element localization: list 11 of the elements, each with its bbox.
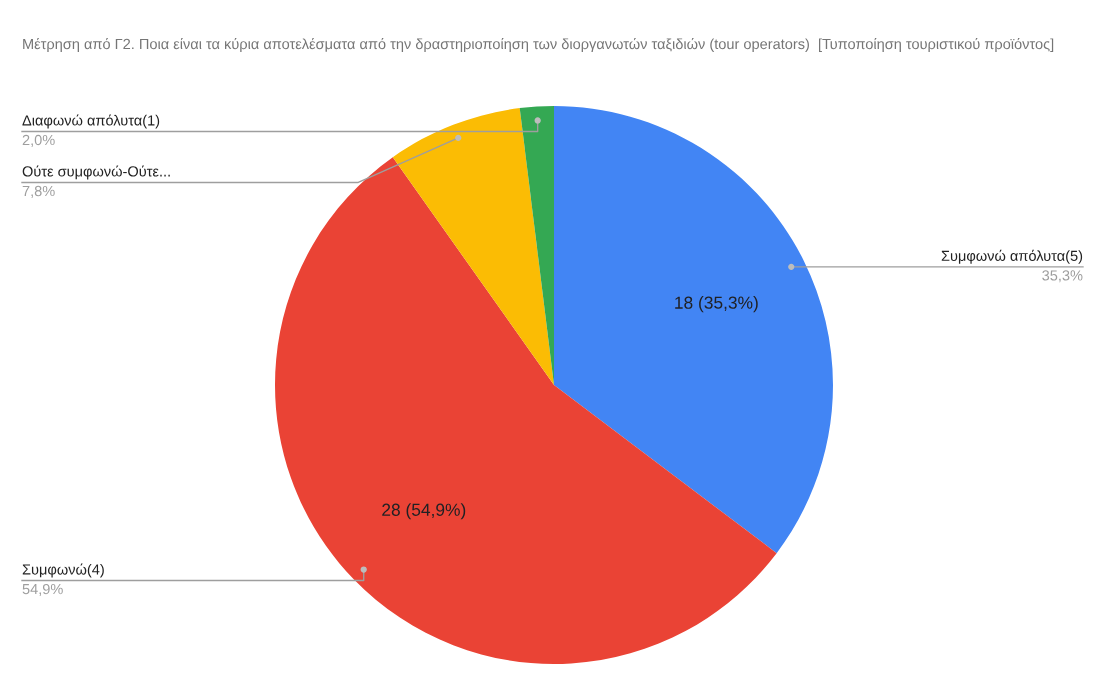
text: 35,3% <box>1042 270 1083 283</box>
text: 54,9% <box>22 583 63 596</box>
slice-label: Ούτε συμφωνώ-Ούτε... <box>22 165 170 180</box>
data-label: 28 (54,9%) <box>382 503 466 520</box>
text: 2,0% <box>22 134 55 147</box>
text: 7,8% <box>22 185 55 198</box>
slice-label: Συμφωνώ απόλυτα(5) <box>941 249 1083 264</box>
data-label: 18 (35,3%) <box>675 296 758 313</box>
slice-label: Συμφωνώ(4) <box>22 563 104 578</box>
chart-title: Μέτρηση από Γ2. Ποια είναι τα κύρια αποτελέσματα από την δραστηριοποίηση των διοργανωτών ταξιδιών (tour operators) [Τυποποίηση τουριστικού προϊόντος] <box>23 38 1054 53</box>
slice-label: Διαφωνώ απόλυτα(1) <box>22 114 160 129</box>
